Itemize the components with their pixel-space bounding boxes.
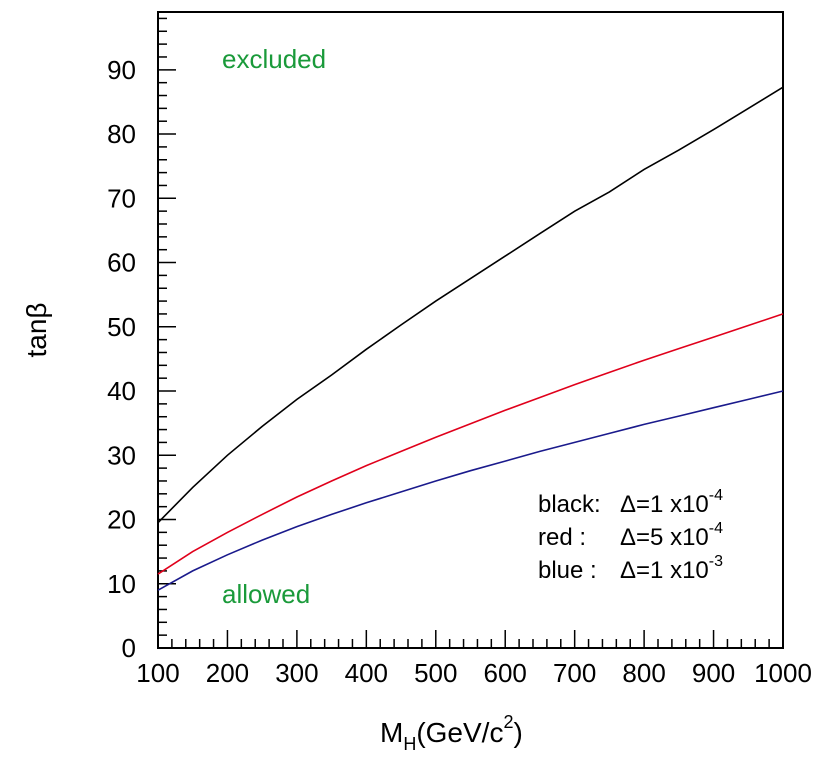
region-label-excluded: excluded xyxy=(222,44,326,74)
legend-text: black: Δ=1 x10-4 red : Δ=5 x10-4 blue : Δ=1 x… xyxy=(538,487,723,584)
series-line-1 xyxy=(157,86,784,524)
y-tick-label: 80 xyxy=(107,119,136,149)
region-label-allowed: allowed xyxy=(222,579,310,609)
legend-entry-name: red : xyxy=(538,524,586,551)
x-tick-label: 800 xyxy=(622,658,665,688)
y-tick-label: 50 xyxy=(107,312,136,342)
y-tick-label: 30 xyxy=(107,440,136,470)
legend-entry-value: Δ=1 x10-4 xyxy=(620,487,723,518)
y-tick-label: 10 xyxy=(107,569,136,599)
x-axis-title-sub: H xyxy=(403,734,416,754)
x-tick-label: 400 xyxy=(345,658,388,688)
x-tick-label: 500 xyxy=(414,658,457,688)
x-tick-label: 600 xyxy=(484,658,527,688)
y-tick-label: 40 xyxy=(107,376,136,406)
plot-frame xyxy=(157,11,784,649)
axis-ticks xyxy=(157,17,784,649)
y-tick-label: 0 xyxy=(122,633,136,663)
series-line-2 xyxy=(157,313,784,575)
x-tick-label: 900 xyxy=(692,658,735,688)
x-tick-label: 200 xyxy=(206,658,249,688)
x-axis-title-sup: 2 xyxy=(503,712,513,732)
x-tick-label: 1000 xyxy=(754,658,812,688)
legend-entry-name: black: xyxy=(538,491,601,518)
y-tick-label: 90 xyxy=(107,55,136,85)
legend-entry-name: blue : xyxy=(538,557,597,584)
x-axis-title-rest: (GeV/c xyxy=(416,717,503,748)
legend-entry-value: Δ=5 x10-4 xyxy=(620,520,723,551)
series-lines xyxy=(157,86,784,591)
x-axis-title: MH(GeV/c2) xyxy=(380,712,523,754)
tick-labels: 100 200 300 400 500 600 700 800 900 1000 0 10 20 30 40… xyxy=(107,55,812,688)
y-tick-label: 60 xyxy=(107,248,136,278)
x-tick-label: 700 xyxy=(553,658,596,688)
x-axis-title-main: M xyxy=(380,717,403,748)
y-tick-label: 70 xyxy=(107,183,136,213)
y-tick-label: 20 xyxy=(107,505,136,535)
legend-entry-value: Δ=1 x10-3 xyxy=(620,553,723,584)
x-tick-label: 100 xyxy=(136,658,179,688)
x-axis-title-close: ) xyxy=(513,717,522,748)
y-axis-title: tanβ xyxy=(21,302,52,357)
x-tick-label: 300 xyxy=(275,658,318,688)
series-line-3 xyxy=(157,390,784,591)
